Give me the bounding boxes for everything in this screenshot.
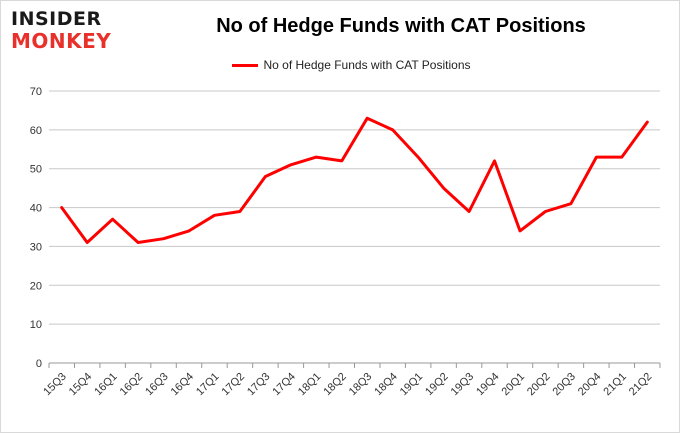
insider-monkey-logo: INSIDER MONKEY [11,10,126,58]
x-tick-label: 17Q2 [220,371,248,399]
x-tick-label: 21Q1 [601,371,629,399]
x-tick-label: 20Q3 [550,371,578,399]
x-tick-label: 18Q3 [347,371,375,399]
chart-legend: No of Hedge Funds with CAT Positions [201,55,501,75]
x-tick-label: 16Q4 [169,371,197,399]
x-tick-label: 20Q4 [576,371,604,399]
y-tick-label: 40 [30,203,42,215]
x-tick-label: 15Q3 [41,371,69,399]
logo-bottom-text: MONKEY [11,29,112,53]
x-tick-label: 17Q3 [245,371,273,399]
x-tick-label: 18Q4 [372,371,400,399]
y-tick-label: 20 [30,280,42,292]
x-tick-label: 18Q1 [296,371,324,399]
logo-top-text: INSIDER [11,8,102,30]
x-tick-label: 20Q1 [500,371,528,399]
y-tick-label: 70 [30,86,42,98]
series-line [60,116,649,244]
x-tick-label: 19Q3 [449,371,477,399]
x-tick-label: 17Q4 [270,371,298,399]
x-tick-label: 16Q1 [92,371,120,399]
y-tick-label: 30 [30,241,42,253]
x-tick-label: 20Q2 [525,371,553,399]
chart-title: No of Hedge Funds with CAT Positions [216,15,586,37]
legend-label: No of Hedge Funds with CAT Positions [263,58,471,72]
x-tick-label: 21Q2 [627,371,655,399]
x-tick-label: 16Q2 [118,371,146,399]
y-tick-label: 0 [36,358,42,370]
legend-swatch [231,63,258,67]
y-tick-label: 10 [30,319,42,331]
x-tick-label: 19Q4 [474,371,502,399]
x-tick-label: 19Q1 [398,371,426,399]
x-tick-label: 15Q4 [67,371,95,399]
y-tick-label: 60 [30,125,42,137]
y-tick-label: 50 [30,164,42,176]
x-tick-label: 17Q1 [194,371,222,399]
x-tick-label: 18Q2 [321,371,349,399]
x-tick-label: 16Q3 [143,371,171,399]
x-tick-label: 19Q2 [423,371,451,399]
